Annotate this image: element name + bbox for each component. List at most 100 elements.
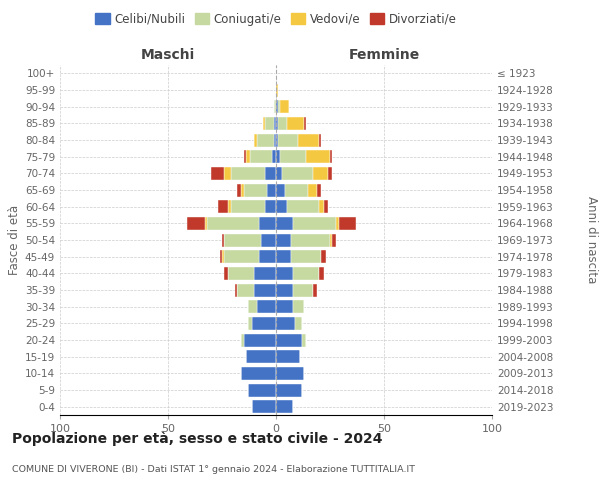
Bar — [276, 334, 302, 346]
Bar — [248, 317, 252, 330]
Bar — [322, 250, 326, 263]
Bar — [287, 117, 304, 130]
Bar — [235, 284, 237, 296]
Bar — [241, 367, 276, 380]
Bar — [261, 234, 276, 246]
Bar — [207, 217, 259, 230]
Bar — [224, 267, 229, 280]
Bar — [246, 350, 276, 363]
Bar — [274, 100, 276, 113]
Bar — [298, 134, 319, 146]
Bar — [237, 184, 241, 196]
Bar — [278, 117, 287, 130]
Bar — [276, 217, 293, 230]
Bar — [218, 200, 229, 213]
Bar — [244, 150, 246, 163]
Bar — [187, 217, 205, 230]
Y-axis label: Fasce di età: Fasce di età — [8, 205, 21, 275]
Bar — [252, 400, 276, 413]
Bar — [276, 400, 293, 413]
Bar — [276, 200, 287, 213]
Bar — [276, 134, 278, 146]
Bar — [276, 167, 283, 180]
Bar — [276, 250, 291, 263]
Bar — [338, 217, 356, 230]
Bar — [319, 267, 323, 280]
Bar — [268, 184, 276, 196]
Bar — [265, 167, 276, 180]
Bar — [313, 284, 317, 296]
Bar — [283, 167, 313, 180]
Bar — [276, 317, 295, 330]
Bar — [246, 150, 250, 163]
Bar — [276, 234, 291, 246]
Bar — [278, 100, 280, 113]
Bar — [332, 234, 337, 246]
Bar — [237, 284, 254, 296]
Bar — [306, 150, 330, 163]
Bar — [337, 217, 338, 230]
Bar — [244, 184, 268, 196]
Bar — [276, 367, 304, 380]
Bar — [328, 167, 332, 180]
Bar — [224, 250, 259, 263]
Bar — [222, 250, 224, 263]
Legend: Celibi/Nubili, Coniugati/e, Vedovi/e, Divorziati/e: Celibi/Nubili, Coniugati/e, Vedovi/e, Di… — [91, 8, 461, 30]
Bar — [230, 167, 265, 180]
Bar — [276, 184, 284, 196]
Bar — [276, 350, 300, 363]
Bar — [295, 317, 302, 330]
Bar — [323, 200, 328, 213]
Bar — [241, 184, 244, 196]
Bar — [224, 167, 230, 180]
Bar — [274, 117, 276, 130]
Bar — [272, 150, 276, 163]
Bar — [244, 334, 276, 346]
Bar — [293, 217, 337, 230]
Bar — [254, 134, 257, 146]
Bar — [248, 300, 257, 313]
Bar — [280, 150, 306, 163]
Bar — [293, 284, 313, 296]
Bar — [274, 134, 276, 146]
Bar — [252, 317, 276, 330]
Bar — [330, 234, 332, 246]
Bar — [313, 167, 328, 180]
Bar — [276, 267, 293, 280]
Bar — [259, 250, 276, 263]
Bar — [224, 234, 261, 246]
Bar — [291, 234, 330, 246]
Bar — [265, 117, 274, 130]
Bar — [265, 200, 276, 213]
Bar — [319, 134, 322, 146]
Bar — [250, 150, 272, 163]
Bar — [248, 384, 276, 396]
Bar — [257, 134, 274, 146]
Bar — [205, 217, 207, 230]
Bar — [254, 267, 276, 280]
Text: COMUNE DI VIVERONE (BI) - Dati ISTAT 1° gennaio 2024 - Elaborazione TUTTITALIA.I: COMUNE DI VIVERONE (BI) - Dati ISTAT 1° … — [12, 466, 415, 474]
Bar — [220, 250, 222, 263]
Text: Popolazione per età, sesso e stato civile - 2024: Popolazione per età, sesso e stato civil… — [12, 431, 383, 446]
Bar — [308, 184, 317, 196]
Bar — [229, 267, 254, 280]
Bar — [259, 217, 276, 230]
Bar — [276, 384, 302, 396]
Bar — [229, 200, 230, 213]
Bar — [263, 117, 265, 130]
Bar — [302, 334, 306, 346]
Bar — [280, 100, 289, 113]
Bar — [222, 234, 224, 246]
Bar — [230, 200, 265, 213]
Bar — [276, 117, 278, 130]
Bar — [276, 100, 278, 113]
Bar — [276, 150, 280, 163]
Bar — [254, 284, 276, 296]
Bar — [276, 300, 293, 313]
Text: Maschi: Maschi — [141, 48, 195, 62]
Bar — [284, 184, 308, 196]
Bar — [291, 250, 322, 263]
Text: Femmine: Femmine — [349, 48, 419, 62]
Bar — [293, 300, 304, 313]
Bar — [319, 200, 323, 213]
